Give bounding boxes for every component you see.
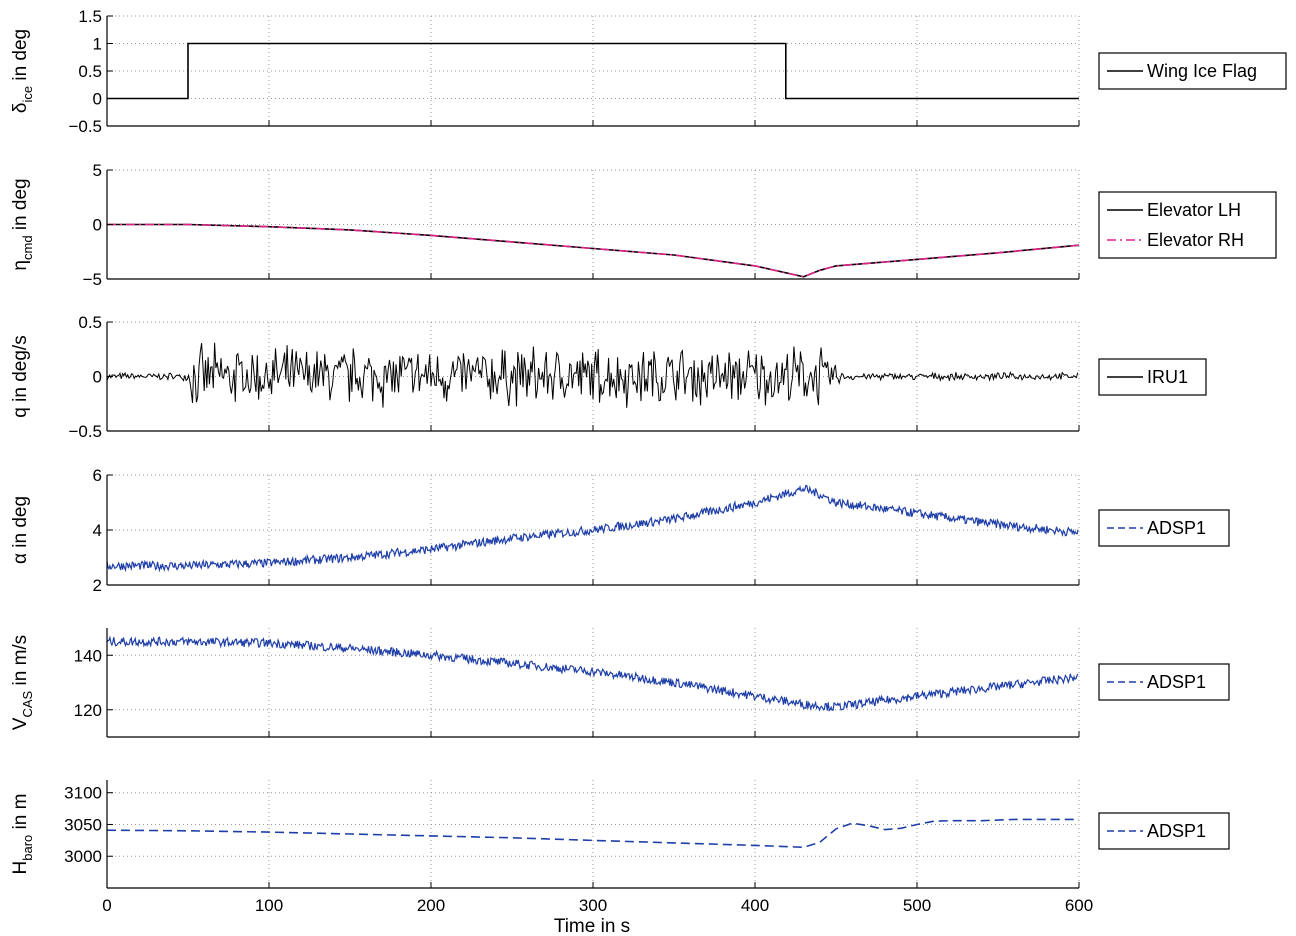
y-tick-label: 2	[93, 576, 102, 595]
series-line-1	[106, 342, 1079, 408]
y-tick-label: −0.5	[68, 117, 102, 136]
legend-label: IRU1	[1147, 367, 1188, 387]
legend: IRU1	[1098, 358, 1207, 396]
y-tick-label: 5	[93, 161, 102, 180]
x-tick-label: 100	[255, 896, 283, 915]
legend: ADSP1	[1098, 509, 1230, 547]
y-axis-label: q in deg/s	[10, 335, 31, 417]
series-line-1	[106, 484, 1079, 573]
y-axis-label: VCAS in m/s	[10, 635, 35, 730]
legend-box	[1098, 191, 1277, 259]
legend: Wing Ice Flag	[1098, 52, 1287, 90]
x-tick-label: 200	[417, 896, 445, 915]
x-tick-label: 0	[102, 896, 111, 915]
y-tick-label: 3000	[64, 847, 102, 866]
y-tick-label: 1.5	[78, 7, 102, 26]
legend-label: ADSP1	[1147, 518, 1206, 538]
y-tick-label: 0	[93, 368, 102, 387]
legend-label: ADSP1	[1147, 821, 1206, 841]
panel-1: 1.5 1 0.5 0 −0.5 δice in deg Wing Ice Flag	[10, 7, 1287, 136]
x-tick-label: 400	[741, 896, 769, 915]
legend-label: ADSP1	[1147, 672, 1206, 692]
y-tick-label: 0	[93, 90, 102, 109]
y-tick-label: 0.5	[78, 62, 102, 81]
y-axis-label: ηcmd in deg	[10, 178, 35, 270]
legend-label: Elevator RH	[1147, 230, 1244, 250]
y-tick-label: 140	[74, 646, 102, 665]
y-tick-label: 4	[93, 521, 102, 540]
x-tick-label: 300	[579, 896, 607, 915]
series-line-1	[106, 818, 1079, 849]
x-tick-label: 600	[1065, 896, 1093, 915]
y-axis-label: Hbaro in m	[10, 794, 35, 875]
y-axis-label: δice in deg	[10, 29, 35, 113]
legend-label: Wing Ice Flag	[1147, 61, 1257, 81]
x-axis-label: Time in s	[554, 916, 630, 936]
series-line-1	[107, 223, 1080, 278]
y-axis-label: α in deg	[10, 496, 31, 564]
legend: ADSP1	[1098, 812, 1230, 850]
y-tick-label: 120	[74, 701, 102, 720]
panel-5: 140 120 VCAS in m/s ADSP1	[10, 628, 1230, 738]
panel-2: 5 0 −5 ηcmd in deg Elevator LH Elevator RH	[10, 161, 1277, 289]
y-tick-label: −0.5	[68, 422, 102, 441]
legend: Elevator LH Elevator RH	[1098, 191, 1277, 259]
x-tick-label: 500	[903, 896, 931, 915]
y-tick-label: 6	[93, 466, 102, 485]
panel-4: 6 4 2 α in deg ADSP1	[10, 466, 1230, 595]
y-tick-label: 3050	[64, 815, 102, 834]
panel-6: 3100 3050 3000 Hbaro in m ADSP1	[10, 780, 1230, 889]
legend: ADSP1	[1098, 663, 1230, 701]
y-tick-label: 0	[93, 216, 102, 235]
legend-label: Elevator LH	[1147, 200, 1241, 220]
y-tick-label: 1	[93, 35, 102, 54]
series-line-1	[107, 42, 1079, 100]
y-tick-label: 3100	[64, 784, 102, 803]
panel-3: 0.5 0 −0.5 q in deg/s IRU1	[10, 313, 1207, 441]
series-line-1	[106, 635, 1079, 712]
y-tick-label: 0.5	[78, 313, 102, 332]
y-tick-label: −5	[83, 270, 102, 289]
